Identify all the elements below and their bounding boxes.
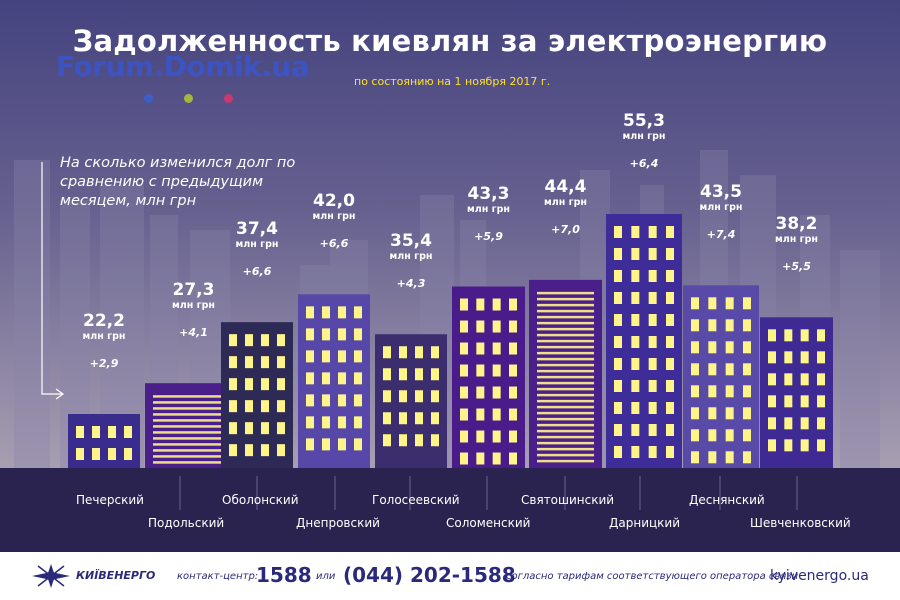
bars-group xyxy=(68,214,833,468)
unit-label: млн грн xyxy=(235,239,279,251)
bar-label-2: 27,3 млн грн +4,1 xyxy=(149,280,239,340)
change-label: +4,1 xyxy=(179,326,208,340)
value-label: 43,5 xyxy=(700,182,742,203)
bar-1 xyxy=(68,414,140,468)
change-label: +7,4 xyxy=(706,228,736,242)
unit-label: млн грн xyxy=(172,300,215,312)
change-label: +7,0 xyxy=(551,222,580,236)
district-label: Шевченковский xyxy=(750,516,851,530)
district-label: Оболонский xyxy=(222,493,299,507)
page-title: Задолженность киевлян за электроэнергию xyxy=(72,24,828,58)
bar-6 xyxy=(452,286,525,468)
short-phone[interactable]: 1588 xyxy=(256,563,312,587)
ground-band xyxy=(0,468,900,552)
legend-arrow-head xyxy=(55,388,65,400)
district-label: Днепровский xyxy=(296,516,380,530)
district-label: Дарницкий xyxy=(609,516,681,530)
bar-10 xyxy=(760,317,833,468)
unit-label: млн грн xyxy=(622,131,666,142)
value-label: 37,4 xyxy=(236,219,278,240)
unit-label: млн грн xyxy=(544,196,587,208)
value-label: 55,3 xyxy=(623,111,665,131)
watermark-dots xyxy=(144,88,264,107)
unit-label: млн грн xyxy=(467,203,510,215)
bar-5 xyxy=(375,334,447,468)
dot-green-icon xyxy=(184,94,193,103)
value-label: 35,4 xyxy=(390,231,432,252)
district-label: Подольский xyxy=(148,516,225,530)
unit-label: млн грн xyxy=(389,251,433,263)
bar-3 xyxy=(221,322,293,468)
footer: КИЇВЕНЕРГО контакт-центр: 1588 или (044)… xyxy=(0,552,900,600)
unit-label: млн грн xyxy=(699,202,743,214)
or-label: или xyxy=(316,571,336,582)
dot-blue-icon xyxy=(144,94,153,103)
district-label: Деснянский xyxy=(689,493,765,507)
bar-label-1: 22,2 млн грн +2,9 xyxy=(59,311,149,371)
change-label: +5,9 xyxy=(474,229,503,243)
district-dividers xyxy=(179,476,798,510)
bar-label-10: 38,2 млн грн +5,5 xyxy=(752,214,842,274)
unit-label: млн грн xyxy=(312,211,356,223)
value-label: 38,2 xyxy=(775,214,818,235)
district-label: Печерский xyxy=(76,493,144,507)
bar-rect xyxy=(529,279,602,468)
bar-label-7: 44,4 млн грн +7,0 xyxy=(521,176,611,236)
value-label: 43,3 xyxy=(467,183,510,204)
value-label: 22,2 xyxy=(83,311,125,331)
value-label: 27,3 xyxy=(172,280,215,301)
district-label: Голосеевский xyxy=(372,493,460,507)
brand-name: КИЇВЕНЕРГО xyxy=(76,569,156,582)
bar-label-8: 55,3 млн грн +6,4 xyxy=(599,111,689,171)
change-label: +6,6 xyxy=(242,265,272,279)
bar-label-5: 35,4 млн грн +4,3 xyxy=(366,231,456,291)
long-phone[interactable]: (044) 202-1588 xyxy=(343,563,516,587)
contact-label: контакт-центр: xyxy=(177,571,259,582)
bar-label-6: 43,3 млн грн +5,9 xyxy=(444,183,534,243)
change-legend: На сколько изменился долг по сравнению с… xyxy=(60,155,296,209)
page-subtitle: по состоянию на 1 ноября 2017 г. xyxy=(354,75,551,88)
change-label: +4,3 xyxy=(396,277,426,291)
district-label: Святошинский xyxy=(521,493,615,507)
dot-pink-icon xyxy=(224,94,233,103)
bar-7 xyxy=(529,279,602,468)
unit-label: млн грн xyxy=(82,331,126,342)
bar-label-9: 43,5 млн грн +7,4 xyxy=(676,182,766,242)
change-label: +6,4 xyxy=(629,157,659,170)
change-label: +2,9 xyxy=(89,357,119,370)
value-label: 44,4 xyxy=(544,176,587,197)
bar-9 xyxy=(683,285,759,468)
bar-label-3: 37,4 млн грн +6,6 xyxy=(212,219,302,279)
change-label: +6,6 xyxy=(319,237,349,251)
change-label: +5,5 xyxy=(782,260,811,274)
bar-8 xyxy=(606,214,682,468)
district-label: Соломенский xyxy=(446,516,531,530)
unit-label: млн грн xyxy=(775,234,818,246)
bar-4 xyxy=(298,294,370,468)
site-link[interactable]: kyivenergo.ua xyxy=(770,568,869,584)
legend-arrow xyxy=(41,162,62,395)
watermark-logo: Forum.Domik.ua xyxy=(56,50,310,83)
kyivenergo-logo-icon xyxy=(32,564,70,588)
bar-label-4: 42,0 млн грн +6,6 xyxy=(289,191,379,251)
tariff-note: согласно тарифам соответствующего операт… xyxy=(506,571,799,582)
bar-rect xyxy=(221,322,293,468)
value-label: 42,0 xyxy=(313,191,355,212)
